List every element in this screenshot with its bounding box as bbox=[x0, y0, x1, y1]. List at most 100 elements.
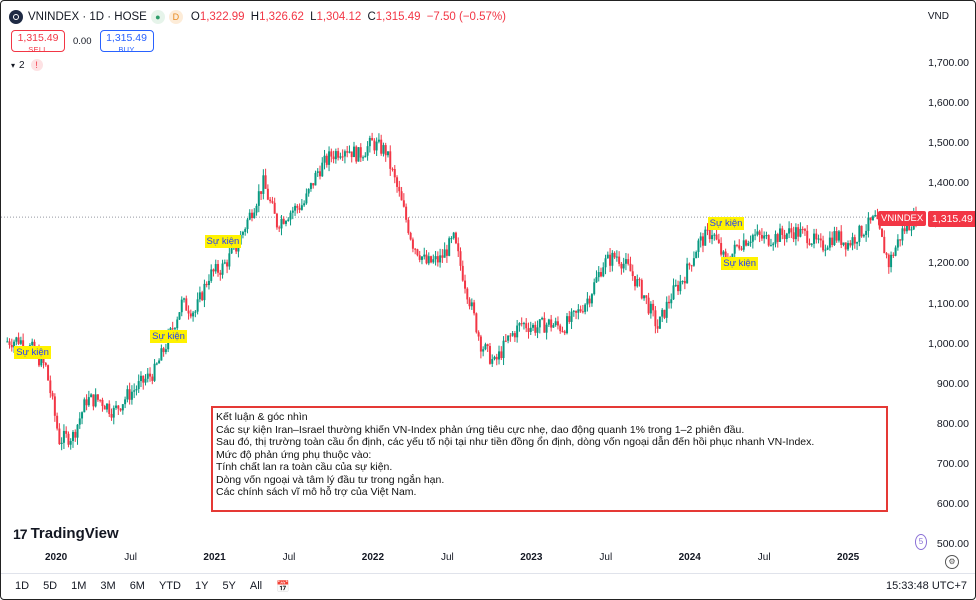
candle bbox=[155, 363, 158, 365]
candle bbox=[298, 207, 301, 210]
candle bbox=[491, 359, 494, 364]
event-marker[interactable]: Sự kiện bbox=[204, 235, 242, 249]
timeframe-3m[interactable]: 3M bbox=[100, 580, 116, 592]
trade-panel: 1,315.49 SELL 0.00 1,315.49 BUY bbox=[11, 29, 154, 54]
candle bbox=[711, 235, 714, 240]
candle bbox=[285, 221, 288, 224]
clock[interactable]: 15:33:48 UTC+7 bbox=[885, 580, 967, 592]
candle bbox=[74, 431, 77, 438]
candle bbox=[844, 242, 847, 250]
candle bbox=[851, 237, 854, 246]
event-marker[interactable]: Sự kiện bbox=[721, 257, 758, 271]
candle bbox=[500, 351, 503, 359]
candle bbox=[498, 351, 501, 360]
candle bbox=[214, 264, 217, 272]
candle bbox=[658, 316, 661, 329]
candle bbox=[405, 206, 408, 220]
time-tick-label: 2021 bbox=[203, 552, 226, 563]
candle bbox=[6, 341, 9, 343]
timeframe-1m[interactable]: 1M bbox=[71, 580, 87, 592]
candle bbox=[341, 156, 344, 158]
candle bbox=[584, 304, 587, 312]
candle bbox=[328, 151, 331, 165]
candle bbox=[459, 251, 462, 266]
timeframe-ytd[interactable]: YTD bbox=[158, 580, 181, 592]
candle bbox=[94, 394, 97, 407]
candle bbox=[144, 378, 147, 383]
time-tick-label: Jul bbox=[282, 552, 296, 563]
candle bbox=[502, 340, 505, 359]
timeframe-all[interactable]: All bbox=[249, 580, 263, 592]
candle bbox=[56, 415, 59, 429]
gear-icon[interactable]: ⚙ bbox=[945, 555, 959, 569]
candle bbox=[221, 263, 224, 275]
candle bbox=[699, 236, 702, 241]
candle bbox=[876, 215, 879, 220]
candle bbox=[448, 238, 451, 256]
symbol-title[interactable]: VNINDEX · 1D · HOSE bbox=[28, 11, 147, 23]
candle bbox=[108, 403, 111, 414]
candle bbox=[189, 313, 192, 317]
timeframe-1y[interactable]: 1Y bbox=[194, 580, 209, 592]
candle bbox=[10, 345, 13, 348]
candle bbox=[443, 249, 446, 258]
currency-label[interactable]: VND bbox=[927, 11, 949, 22]
candle bbox=[445, 249, 448, 256]
candle bbox=[883, 236, 886, 254]
candle bbox=[871, 216, 874, 221]
candle bbox=[296, 205, 299, 208]
candle bbox=[620, 263, 623, 269]
sell-button[interactable]: 1,315.49 SELL bbox=[11, 30, 65, 54]
time-tick-label: 2023 bbox=[520, 552, 543, 563]
candle bbox=[420, 256, 423, 260]
price-tick-label: 1,400.00 bbox=[928, 177, 969, 190]
candle bbox=[828, 237, 831, 248]
price-tick-label: 1,100.00 bbox=[928, 297, 969, 310]
event-marker[interactable]: Sự kiện bbox=[150, 329, 187, 343]
candle bbox=[738, 245, 741, 249]
last-price-tag: 1,315.49 bbox=[928, 211, 975, 227]
candle bbox=[78, 418, 81, 425]
candle bbox=[618, 256, 621, 264]
timeframe-5y[interactable]: 5Y bbox=[222, 580, 236, 592]
candle bbox=[507, 335, 510, 341]
candle bbox=[205, 283, 208, 286]
candle bbox=[751, 235, 754, 242]
candle bbox=[69, 441, 72, 445]
scroll-to-realtime-icon[interactable]: 5 bbox=[915, 534, 927, 550]
candle bbox=[389, 151, 392, 169]
price-chart[interactable] bbox=[1, 1, 921, 571]
candle bbox=[801, 228, 804, 230]
candle bbox=[525, 323, 528, 329]
candle bbox=[269, 199, 272, 202]
candle bbox=[638, 279, 641, 281]
candle bbox=[303, 203, 306, 206]
warning-icon[interactable]: ! bbox=[30, 59, 43, 71]
candle bbox=[464, 280, 467, 289]
timeframe-5d[interactable]: 5D bbox=[43, 580, 58, 592]
candle bbox=[386, 151, 389, 156]
candle bbox=[126, 389, 129, 400]
candle bbox=[543, 317, 546, 333]
candle bbox=[899, 239, 902, 241]
indicators-toggle[interactable]: ▾ 2 ! bbox=[11, 59, 43, 71]
candle bbox=[92, 394, 95, 407]
candle bbox=[611, 252, 614, 266]
timeframe-6m[interactable]: 6M bbox=[129, 580, 145, 592]
candle bbox=[885, 253, 888, 255]
candle bbox=[566, 316, 569, 334]
candle bbox=[813, 233, 816, 244]
calendar-icon[interactable]: 📅 bbox=[276, 580, 290, 593]
candle bbox=[509, 335, 512, 337]
event-marker[interactable]: Sự kiện bbox=[707, 217, 745, 231]
candle bbox=[910, 229, 913, 231]
candle bbox=[251, 212, 254, 218]
candle bbox=[865, 230, 868, 235]
tradingview-logo[interactable]: 17 TradingView bbox=[13, 525, 119, 542]
candle bbox=[201, 292, 204, 301]
candle bbox=[887, 254, 890, 268]
event-marker[interactable]: Sự kiện bbox=[14, 345, 51, 359]
candle bbox=[146, 373, 149, 379]
timeframe-1d[interactable]: 1D bbox=[15, 580, 30, 592]
buy-button[interactable]: 1,315.49 BUY bbox=[99, 30, 154, 54]
